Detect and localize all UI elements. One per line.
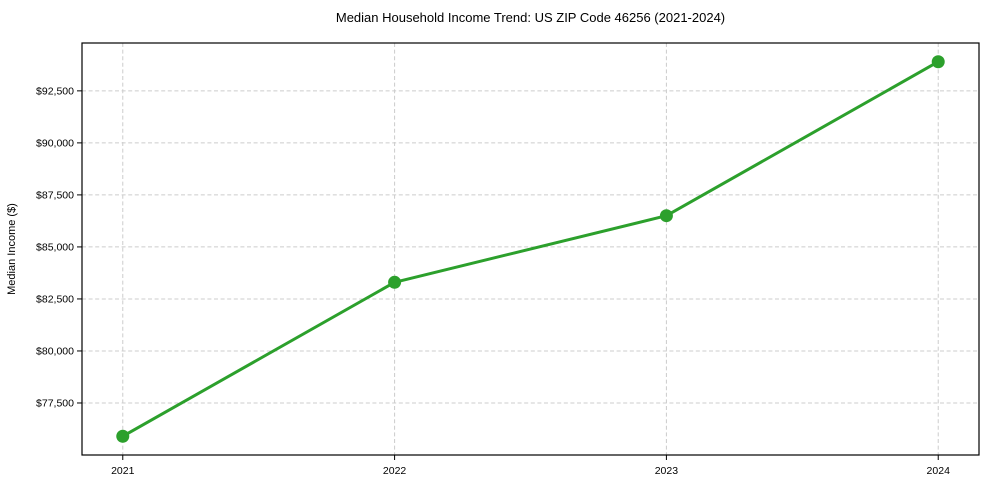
y-tick-label-90000: $90,000	[36, 138, 74, 150]
x-tick-label-2024: 2024	[927, 465, 951, 477]
data-point-2023	[659, 209, 673, 223]
x-tick-label-2021: 2021	[111, 465, 135, 477]
y-tick-label-77500: $77,500	[36, 398, 74, 410]
trend-line	[121, 60, 940, 438]
y-tick-label-87500: $87,500	[36, 190, 74, 202]
x-tick-label-2022: 2022	[383, 465, 407, 477]
x-tick-label-2023: 2023	[655, 465, 679, 477]
y-tick-label-80000: $80,000	[36, 346, 74, 358]
y-tick-label-82500: $82,500	[36, 294, 74, 306]
data-point-2021	[116, 429, 130, 443]
y-tick-label-85000: $85,000	[36, 242, 74, 254]
y-tick-label-92500: $92,500	[36, 86, 74, 98]
chart-title: Median Household Income Trend: US ZIP Co…	[335, 10, 726, 25]
plot-area-border	[81, 42, 980, 456]
data-point-2022	[388, 275, 402, 289]
data-point-2024	[931, 55, 945, 69]
